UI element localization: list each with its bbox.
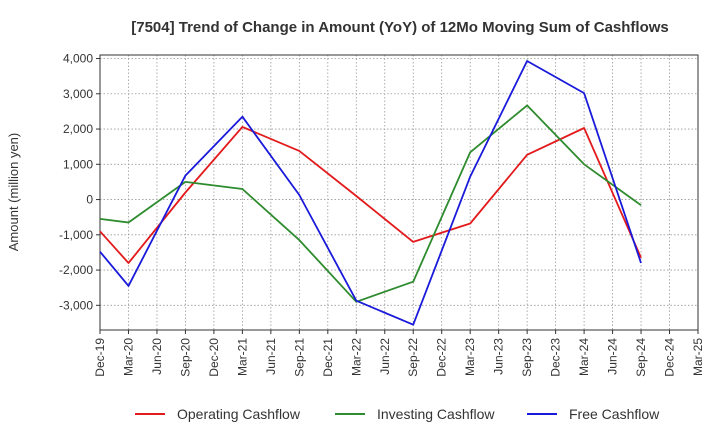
plot-frame [99,54,699,331]
y-axis-label: Amount (million yen) [6,133,21,252]
y-tick-label: -3,000 [59,298,93,312]
x-tick-label: Sep-20 [178,338,192,377]
x-tick-label: Mar-23 [463,338,477,376]
x-tick-label: Jun-24 [606,338,620,375]
x-axis-ticks: Dec-19 Mar-20 Jun-20 Sep-20 Dec-20 Mar-21 Jun-… [93,330,705,377]
x-tick-label: Jun-22 [378,338,392,375]
legend-label: Investing Cashflow [377,406,495,422]
legend: Operating Cashflow Investing Cashflow Free… [135,406,660,422]
y-tick-label: 0 [86,193,93,207]
y-tick-label: -2,000 [59,263,93,277]
legend-label: Free Cashflow [569,406,660,422]
y-tick-label: 3,000 [63,87,93,101]
series-line [99,60,642,326]
x-tick-label: Dec-23 [549,338,563,377]
x-tick-label: Dec-20 [207,338,221,377]
x-tick-label: Sep-21 [292,338,306,377]
legend-label: Operating Cashflow [177,406,301,422]
x-tick-label: Sep-23 [520,338,534,377]
series-line [99,104,642,303]
y-tick-label: 2,000 [63,122,93,136]
x-tick-label: Sep-24 [634,338,648,377]
series-lines [99,60,642,326]
y-tick-label: 1,000 [63,157,93,171]
y-tick-label: 4,000 [63,52,93,66]
x-tick-label: Jun-20 [150,338,164,375]
y-axis-ticks: 4,000 3,000 2,000 1,000 0 -1,000 -2,000 -3,000 [59,52,100,312]
grid [99,55,699,330]
x-tick-label: Mar-22 [349,338,363,376]
x-tick-label: Dec-22 [435,338,449,377]
x-tick-label: Jun-21 [264,338,278,375]
series-line [99,126,642,264]
x-tick-label: Jun-23 [492,338,506,375]
x-tick-label: Mar-24 [577,338,591,376]
x-tick-label: Mar-25 [691,338,705,376]
x-tick-label: Mar-20 [121,338,135,376]
x-tick-label: Mar-21 [235,338,249,376]
x-tick-label: Dec-19 [93,338,107,377]
x-tick-label: Dec-21 [321,338,335,377]
y-tick-label: -1,000 [59,228,93,242]
chart-title: [7504] Trend of Change in Amount (YoY) o… [131,19,669,36]
x-tick-label: Sep-22 [406,338,420,377]
x-tick-label: Dec-24 [663,338,677,377]
